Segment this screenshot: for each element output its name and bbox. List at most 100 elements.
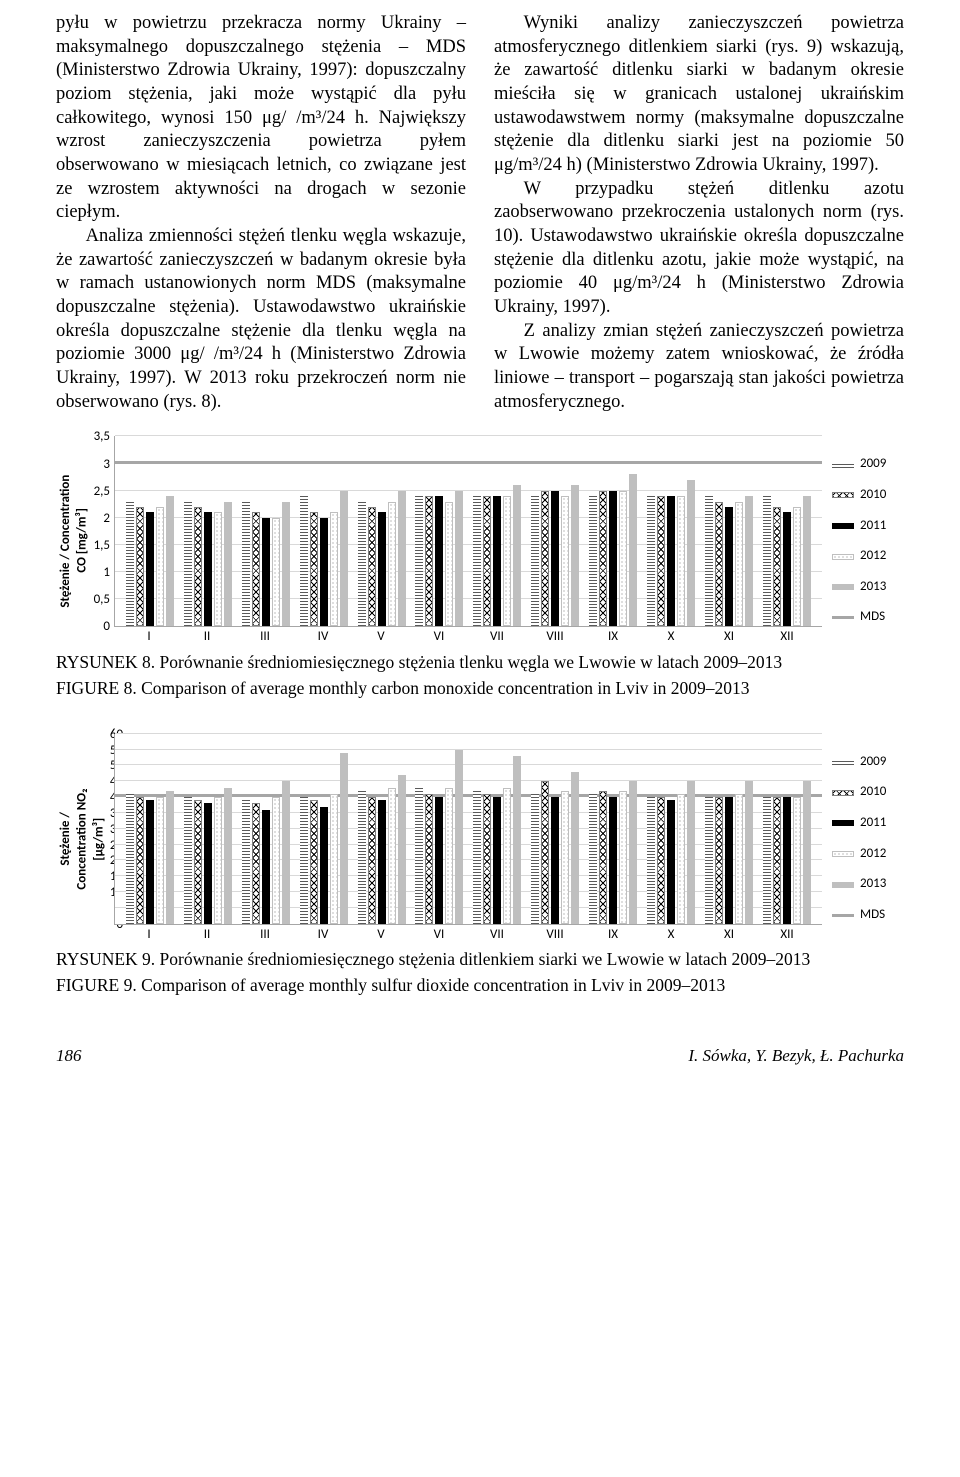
legend-mds: MDS: [832, 907, 904, 924]
legend-label: 2012: [860, 548, 886, 565]
bar-2013: [687, 480, 695, 627]
month-group: [705, 734, 753, 924]
footer-authors: I. Sówka, Y. Bezyk, Ł. Pachurka: [688, 1045, 904, 1067]
bar-2011: [146, 512, 154, 626]
bar-2010: [541, 491, 549, 627]
bar-2011: [204, 512, 212, 626]
bar-2010: [657, 496, 665, 626]
swatch-icon: [832, 584, 854, 590]
bar-2009: [415, 788, 423, 924]
bar-2013: [224, 788, 232, 924]
month-group: [647, 734, 695, 924]
swatch-icon: [832, 790, 854, 796]
paragraph: Analiza zmienności stężeń tlenku wę­gla …: [56, 225, 466, 414]
chart9-yaxis: Stężenie / Concentration NO₂ [μg/m³] 605…: [56, 734, 114, 944]
bar-2013: [745, 781, 753, 924]
legend-2010: 2010: [832, 784, 904, 801]
bar-2013: [282, 781, 290, 924]
bar-2010: [599, 791, 607, 924]
bar-2012: [503, 496, 511, 626]
bar-2013: [455, 491, 463, 627]
swatch-icon: [832, 616, 854, 619]
bar-2013: [398, 491, 406, 627]
legend-2011: 2011: [832, 815, 904, 832]
bar-2010: [194, 800, 202, 924]
legend-2012: 2012: [832, 846, 904, 863]
legend-label: 2009: [860, 456, 886, 473]
bar-2009: [358, 502, 366, 627]
xtick-label: V: [357, 629, 405, 646]
bar-2013: [513, 485, 521, 626]
bar-2010: [657, 797, 665, 924]
swatch-icon: [832, 851, 854, 857]
bar-2010: [136, 797, 144, 924]
bar-2011: [435, 797, 443, 924]
bar-2009: [184, 502, 192, 627]
legend-label: MDS: [860, 609, 885, 626]
swatch-icon: [832, 820, 854, 826]
bar-2009: [763, 496, 771, 626]
bar-2012: [330, 794, 338, 924]
bar-2009: [415, 496, 423, 626]
bar-2012: [561, 791, 569, 924]
month-group: [300, 734, 348, 924]
bar-2010: [773, 507, 781, 626]
bar-2009: [763, 797, 771, 924]
month-group: [300, 436, 348, 626]
month-group: [589, 734, 637, 924]
bar-2013: [340, 491, 348, 627]
chart9-ylabel: Stężenie / Concentration NO₂ [μg/m³]: [56, 734, 110, 944]
bar-2009: [705, 496, 713, 626]
swatch-icon: [832, 554, 854, 560]
bar-2013: [513, 756, 521, 924]
figure-8: Stężenie / Concentration CO [mg/m³] 3,53…: [56, 436, 904, 646]
chart9-legend: 2009 2010 2011 2012 2013 MDS: [822, 734, 904, 944]
bar-2011: [667, 800, 675, 924]
bar-2012: [735, 794, 743, 924]
bar-2012: [445, 502, 453, 627]
month-group: [763, 734, 811, 924]
bar-2011: [493, 496, 501, 626]
bar-2013: [571, 772, 579, 924]
bar-2011: [783, 512, 791, 626]
legend-label: 2010: [860, 487, 886, 504]
xtick-label: II: [183, 927, 231, 944]
figure-9-caption-en: FIGURE 9. Comparison of average monthly …: [56, 975, 904, 997]
month-group: [184, 436, 232, 626]
chart8-ylabel: Stężenie / Concentration CO [mg/m³]: [56, 436, 93, 646]
legend-2009: 2009: [832, 754, 904, 771]
bar-2012: [214, 797, 222, 924]
legend-label: MDS: [860, 907, 885, 924]
xtick-label: X: [647, 629, 695, 646]
bar-2013: [166, 496, 174, 626]
legend-2013: 2013: [832, 579, 904, 596]
body-text: pyłu w powietrzu przekracza normy Ukrain…: [56, 12, 904, 414]
xtick-label: VIII: [531, 629, 579, 646]
bar-2011: [435, 496, 443, 626]
bar-2012: [619, 791, 627, 924]
bar-2009: [531, 496, 539, 626]
month-group: [763, 436, 811, 626]
bar-2010: [483, 496, 491, 626]
month-group: [705, 436, 753, 626]
bar-2011: [725, 507, 733, 626]
bar-2009: [589, 496, 597, 626]
chart8-legend: 2009 2010 2011 2012 2013 MDS: [822, 436, 904, 646]
month-group: [415, 734, 463, 924]
figure-9-caption-pl: RYSUNEK 9. Porównanie średniomiesięczneg…: [56, 949, 904, 971]
xtick-label: III: [241, 629, 289, 646]
bar-2009: [473, 496, 481, 626]
bar-2010: [599, 491, 607, 627]
bar-2012: [330, 512, 338, 626]
bar-2009: [300, 797, 308, 924]
bar-2010: [541, 781, 549, 924]
bar-2011: [146, 800, 154, 924]
month-group: [242, 734, 290, 924]
month-group: [531, 734, 579, 924]
bar-2012: [272, 518, 280, 627]
bar-2010: [773, 797, 781, 924]
xtick-label: III: [241, 927, 289, 944]
bar-2013: [398, 775, 406, 924]
xtick-label: VII: [473, 629, 521, 646]
bar-2011: [609, 491, 617, 627]
